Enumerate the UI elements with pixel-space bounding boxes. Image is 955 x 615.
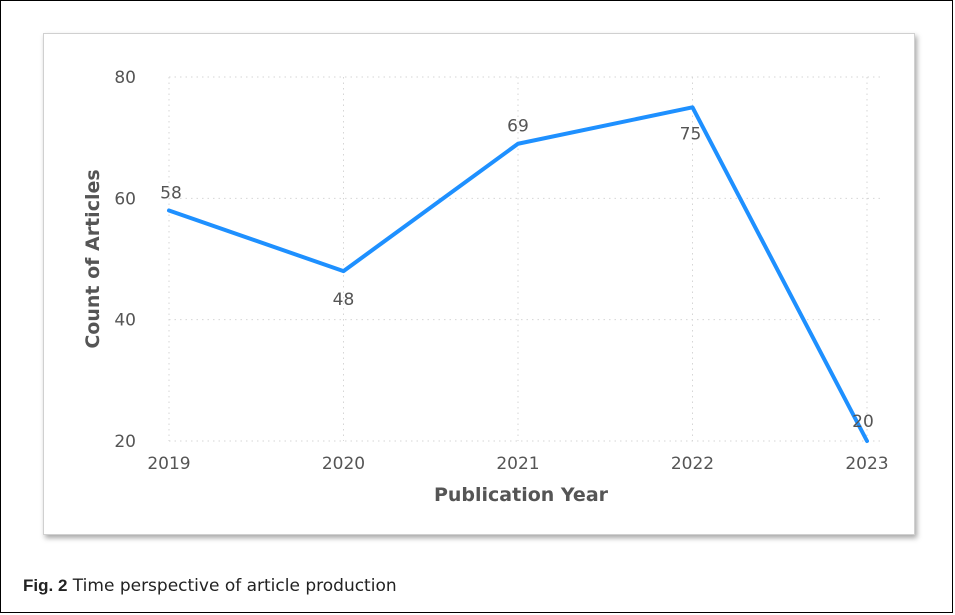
data-labels: 58 48 69 75 20 [160, 117, 874, 432]
x-tick-label: 2023 [845, 454, 888, 474]
y-axis-title: Count of Articles [82, 169, 104, 348]
x-tick-label: 2020 [322, 454, 365, 474]
data-label: 48 [333, 290, 355, 310]
y-tick-label: 20 [114, 432, 136, 452]
x-tick-label: 2021 [496, 454, 539, 474]
y-tick-label: 40 [114, 311, 136, 331]
y-tick-label: 80 [114, 68, 136, 88]
grid-layer [168, 76, 881, 442]
y-tick-label: 60 [114, 189, 136, 209]
figure-caption-text: Time perspective of article production [67, 576, 397, 596]
chart-card [43, 33, 915, 535]
data-label: 58 [160, 183, 182, 203]
x-tick-label: 2022 [671, 454, 714, 474]
y-axis-ticks: 20 40 60 80 [114, 68, 136, 452]
figure-number: Fig. 2 [23, 576, 68, 595]
data-label: 75 [680, 124, 702, 144]
series-layer [167, 105, 869, 443]
x-axis-title: Publication Year [434, 484, 609, 506]
data-label: 69 [507, 117, 529, 137]
figure-caption: Fig. 2 Time perspective of article produ… [23, 576, 397, 596]
data-label: 20 [852, 412, 874, 432]
x-axis-ticks: 2019 2020 2021 2022 2023 [147, 454, 888, 474]
x-tick-label: 2019 [147, 454, 190, 474]
